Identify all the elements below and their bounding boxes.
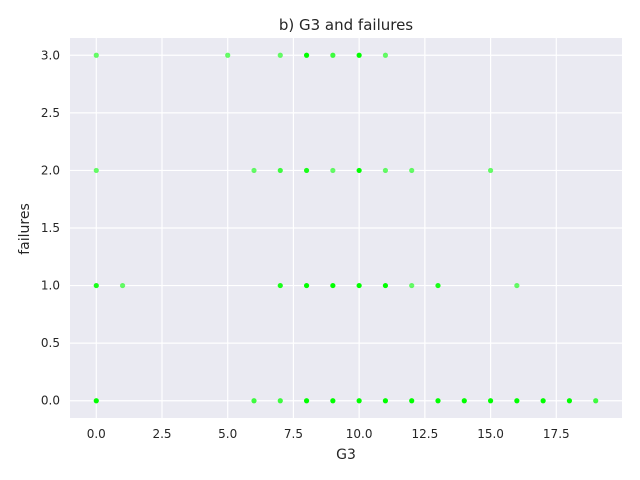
data-points <box>93 52 599 404</box>
data-point <box>382 52 389 58</box>
data-point <box>382 167 389 174</box>
y-axis-label: failures <box>17 203 33 255</box>
data-point <box>93 52 99 58</box>
data-point <box>251 398 257 404</box>
data-point <box>409 167 415 174</box>
data-point <box>487 167 494 174</box>
data-point <box>435 398 441 404</box>
grid-lines <box>70 38 622 418</box>
data-point <box>303 52 310 58</box>
data-point <box>93 167 99 174</box>
x-axis-label: G3 <box>336 447 356 463</box>
y-tick-label: 1.5 <box>41 221 60 235</box>
x-tick-label: 2.5 <box>152 427 171 441</box>
data-point <box>461 398 467 404</box>
data-point <box>330 282 336 289</box>
data-point <box>566 398 573 404</box>
data-point <box>356 167 362 174</box>
data-point <box>119 282 126 289</box>
data-point <box>277 398 283 404</box>
x-tick-label: 10.0 <box>346 427 373 441</box>
data-point <box>356 398 362 404</box>
x-tick-label: 12.5 <box>411 427 438 441</box>
data-point <box>303 167 310 174</box>
data-point <box>225 52 231 58</box>
x-tick-label: 0.0 <box>87 427 106 441</box>
data-point <box>303 398 310 404</box>
data-point <box>435 282 441 289</box>
data-point <box>487 398 494 404</box>
data-point <box>277 52 283 58</box>
data-point <box>356 282 362 289</box>
x-tick-label: 17.5 <box>543 427 570 441</box>
data-point <box>514 398 520 404</box>
chart-title: b) G3 and failures <box>279 16 413 34</box>
data-point <box>93 282 99 289</box>
x-tick-label: 5.0 <box>218 427 237 441</box>
data-point <box>356 52 362 58</box>
y-tick-label: 2.0 <box>41 163 60 177</box>
data-point <box>277 167 283 174</box>
data-point <box>303 282 310 289</box>
y-tick-label: 0.0 <box>41 394 60 408</box>
data-point <box>330 398 336 404</box>
data-point <box>330 52 336 58</box>
data-point <box>382 398 389 404</box>
x-tick-label: 15.0 <box>477 427 504 441</box>
x-tick-label: 7.5 <box>284 427 303 441</box>
data-point <box>540 398 546 404</box>
data-point <box>409 398 415 404</box>
y-tick-label: 3.0 <box>41 48 60 62</box>
y-tick-label: 2.5 <box>41 106 60 120</box>
data-point <box>93 398 99 404</box>
data-point <box>277 282 283 289</box>
data-point <box>409 282 415 289</box>
data-point <box>330 167 336 174</box>
data-point <box>382 282 389 289</box>
data-point <box>514 282 520 289</box>
y-tick-label: 1.0 <box>41 279 60 293</box>
y-axis-ticks: 0.0 0.5 1.0 1.5 2.0 2.5 3.0 <box>41 48 60 407</box>
x-axis-ticks: 0.0 2.5 5.0 7.5 10.0 12.5 15.0 17.5 <box>87 427 570 441</box>
y-tick-label: 0.5 <box>41 336 60 350</box>
data-point <box>593 398 599 404</box>
data-point <box>251 167 257 174</box>
